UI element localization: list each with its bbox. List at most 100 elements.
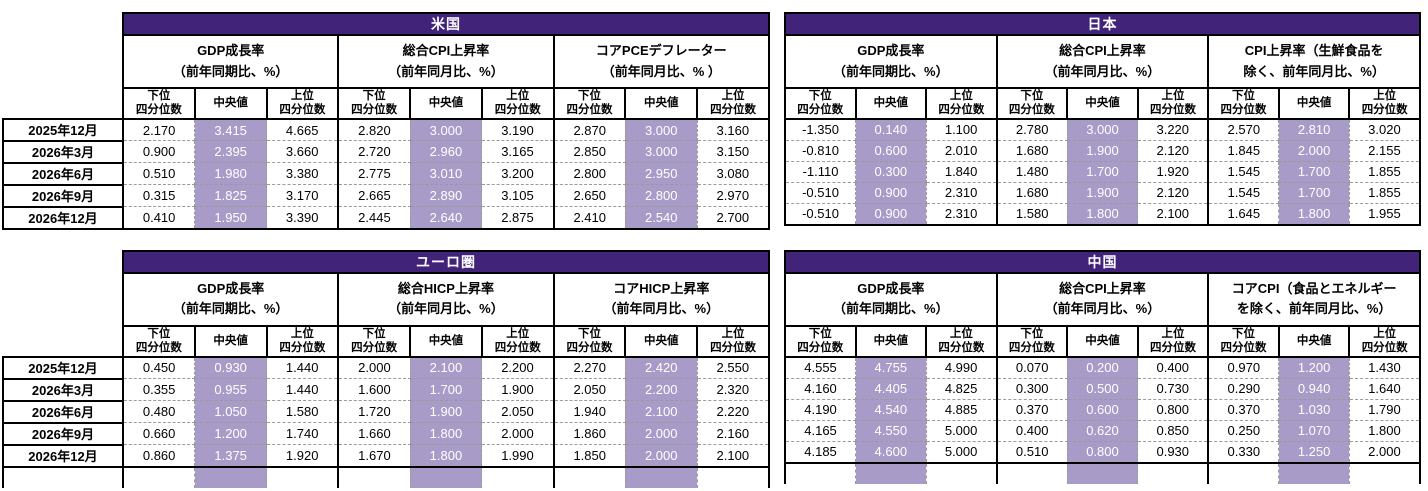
upper-quartile-header-line-1: 上位 (506, 327, 530, 340)
median-cell (194, 466, 268, 488)
data-cell: 1.545 (1207, 181, 1280, 204)
data-cell: 4.885 (925, 398, 998, 421)
data-cell: 0.250 (1207, 419, 1280, 442)
lower-quartile-header-line-2: 四分位数 (566, 342, 613, 355)
median-cell: 0.800 (1066, 440, 1139, 464)
data-cell: 0.370 (995, 398, 1068, 421)
lower-quartile-header-line-1: 下位 (362, 327, 386, 340)
median-cell: 4.600 (855, 440, 927, 464)
data-cell: 0.400 (995, 419, 1068, 442)
japan-lower-quartile-header-1: 下位 四分位数 (784, 87, 857, 120)
lower-quartile-header-line-2: 四分位数 (135, 342, 182, 355)
data-cell: 0.970 (1207, 355, 1280, 379)
japan-title: 日本 (784, 12, 1421, 36)
data-cell: 2.050 (552, 378, 626, 401)
data-cell: 4.185 (784, 440, 857, 464)
median-cell: 2.395 (194, 140, 268, 164)
data-cell (1207, 462, 1280, 484)
data-cell: 2.160 (696, 422, 770, 445)
lower-quartile-header-line-2: 四分位数 (135, 104, 182, 117)
row-label: 2026年9月 (2, 183, 124, 208)
lower-quartile-header-line-1: 下位 (147, 90, 171, 102)
us-upper-quartile-header-3: 上位 四分位数 (696, 87, 770, 120)
median-cell: 4.405 (855, 377, 927, 400)
us-median-header-1: 中央値 (193, 87, 268, 120)
row-label: 2026年6月 (2, 399, 124, 424)
tables-row-2: ユーロ圏 GDP成長率 （前年同期比、%） 総合HICP上昇率 （前年同月比、%） コアH… (2, 249, 1428, 488)
eurozone-group-2: 総合HICP上昇率 （前年同月比、%） (337, 271, 555, 327)
median-cell: 0.140 (855, 117, 927, 141)
eurozone-median-header-2: 中央値 (409, 324, 483, 358)
header-spacer (3, 250, 123, 273)
row-label: 2026年9月 (2, 421, 124, 446)
upper-quartile-header-line-1: 上位 (506, 90, 530, 102)
us-group-2-line-2: （前年同月比、%） (388, 63, 504, 79)
data-cell: 1.955 (1348, 202, 1421, 226)
row-label: 2026年12月 (2, 205, 124, 230)
data-cell: 2.200 (481, 355, 555, 379)
median-cell: 1.200 (194, 422, 268, 445)
median-cell: 1.950 (194, 206, 268, 230)
data-cell: 0.850 (1137, 419, 1209, 442)
japan-lower-quartile-header-3: 下位 四分位数 (1207, 87, 1280, 120)
china-median-header-2: 中央値 (1066, 324, 1139, 358)
median-cell: 1.825 (194, 184, 268, 208)
eurozone-group-1: GDP成長率 （前年同期比、%） (121, 271, 340, 327)
upper-quartile-header-line-1: 上位 (290, 90, 314, 102)
median-cell: 4.540 (855, 398, 927, 421)
median-cell: 1.030 (1278, 398, 1350, 421)
median-cell: 2.890 (409, 184, 483, 208)
us-group-1-line-2: （前年同期比、%） (172, 63, 289, 79)
data-cell: 2.550 (696, 355, 770, 379)
median-cell: 4.755 (855, 355, 927, 379)
china-upper-quartile-header-1: 上位 四分位数 (925, 324, 998, 358)
data-cell: 2.870 (552, 117, 626, 142)
header-spacer (3, 88, 123, 119)
median-header-line-1: 中央値 (873, 334, 909, 347)
japan-median-header-1: 中央値 (854, 87, 928, 120)
median-cell: 1.700 (1278, 160, 1350, 183)
median-cell (624, 466, 698, 488)
japan-lower-quartile-header-2: 下位 四分位数 (995, 87, 1069, 120)
eurozone-group-3-line-1: コアHICP上昇率 (613, 281, 710, 297)
data-cell: 0.410 (122, 206, 196, 230)
median-cell: 1.800 (409, 444, 483, 468)
data-cell: 4.190 (784, 398, 857, 421)
lower-quartile-header-line-1: 下位 (1020, 90, 1044, 102)
lower-quartile-header-line-1: 下位 (808, 327, 832, 340)
data-cell: 1.660 (337, 422, 411, 445)
data-cell: 1.680 (995, 181, 1068, 204)
upper-quartile-header-line-2: 四分位数 (494, 104, 541, 117)
japan-group-3-line-2: 除く、前年同月比、%） (1243, 63, 1385, 79)
data-cell: 0.510 (995, 440, 1068, 464)
china-group-1: GDP成長率 （前年同期比、%） (784, 271, 998, 327)
data-cell: 0.900 (122, 140, 196, 164)
lower-quartile-header-line-1: 下位 (362, 90, 386, 102)
data-cell: 3.165 (481, 140, 555, 164)
china-lower-quartile-header-2: 下位 四分位数 (995, 324, 1069, 358)
lower-quartile-header-line-2: 四分位数 (351, 342, 398, 355)
header-spacer (3, 272, 123, 326)
data-cell (1348, 462, 1421, 484)
data-cell: 2.970 (696, 184, 770, 208)
data-cell: 1.800 (1348, 419, 1421, 442)
us-group-2: 総合CPI上昇率 （前年同月比、%） (337, 34, 555, 89)
eurozone-lower-quartile-header-2: 下位 四分位数 (337, 324, 412, 358)
median-cell (409, 466, 483, 488)
china-upper-quartile-header-2: 上位 四分位数 (1136, 324, 1210, 358)
upper-quartile-header-line-1: 上位 (721, 90, 745, 102)
data-cell: 2.000 (481, 422, 555, 445)
data-cell: -1.350 (784, 117, 857, 141)
japan-upper-quartile-header-3: 上位 四分位数 (1348, 87, 1421, 120)
china-group-1-line-1: GDP成長率 (857, 281, 925, 297)
upper-quartile-header-line-2: 四分位数 (1361, 342, 1408, 355)
data-cell: 5.000 (925, 419, 998, 442)
median-cell: 3.000 (624, 140, 698, 164)
data-cell: 3.020 (1348, 117, 1421, 141)
us-lower-quartile-header-2: 下位 四分位数 (337, 87, 412, 120)
japan-group-2-line-1: 総合CPI上昇率 (1059, 43, 1146, 59)
china-group-3-line-2: を除く、前年同月比、%） (1236, 301, 1392, 317)
data-cell: 1.790 (1348, 398, 1421, 421)
data-cell: 2.445 (337, 206, 411, 230)
data-cell: 2.650 (552, 184, 626, 208)
